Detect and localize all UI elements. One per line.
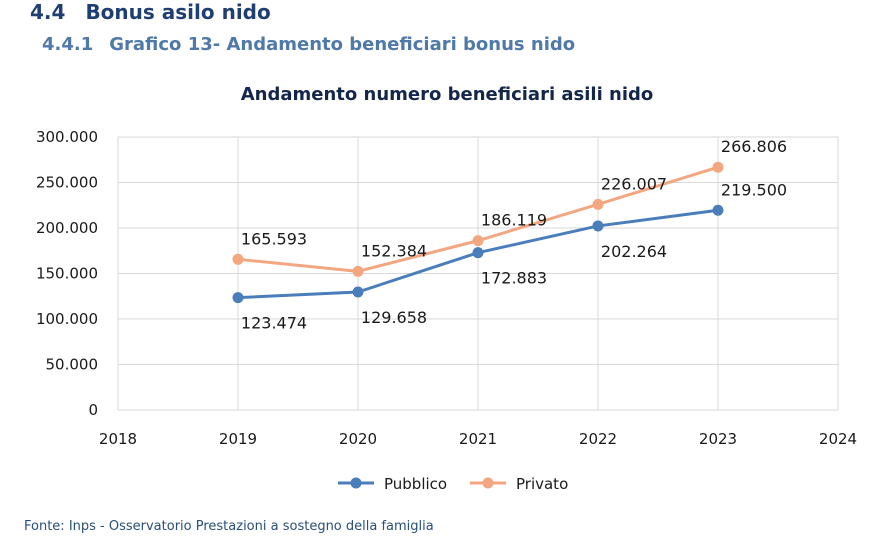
data-label: 129.658	[361, 308, 427, 327]
data-point-privato	[712, 161, 724, 173]
legend-label-pubblico: Pubblico	[384, 475, 447, 493]
data-label: 226.007	[601, 174, 667, 193]
data-label: 202.264	[601, 242, 667, 261]
x-tick-label: 2022	[579, 430, 617, 448]
data-labels: 165.593 152.384 186.119 226.007 266.806 123.4…	[241, 137, 787, 332]
y-tick-label: 100.000	[36, 310, 98, 328]
y-tick-label: 300.000	[36, 128, 98, 146]
chart-legend: Pubblico Privato	[338, 475, 568, 493]
y-tick-label: 0	[88, 401, 98, 419]
data-point-privato	[592, 198, 604, 210]
y-tick-label: 50.000	[46, 356, 99, 374]
data-point-pubblico	[352, 286, 364, 298]
x-axis-ticks: 2018 2019 2020 2021 2022 2023 2024	[99, 430, 857, 448]
section-heading: 4.4 Bonus asilo nido	[30, 0, 271, 24]
x-tick-label: 2024	[819, 430, 857, 448]
data-label: 152.384	[361, 241, 427, 260]
x-tick-label: 2023	[699, 430, 737, 448]
y-axis-ticks: 0 50.000 100.000 150.000 200.000 250.000 300.0…	[36, 128, 98, 419]
subsection-number: 4.4.1	[42, 34, 94, 55]
x-tick-label: 2021	[459, 430, 497, 448]
chart-grid	[117, 136, 839, 411]
chart-title: Andamento numero beneficiari asili nido	[240, 84, 654, 105]
legend-marker-privato	[482, 477, 494, 489]
data-point-privato	[232, 253, 244, 265]
data-point-privato	[352, 265, 364, 277]
data-label: 123.474	[241, 314, 307, 333]
data-point-pubblico	[592, 220, 604, 232]
data-label: 266.806	[721, 137, 787, 156]
x-tick-label: 2018	[99, 430, 137, 448]
section-title: Bonus asilo nido	[85, 0, 271, 24]
subsection-title: Grafico 13- Andamento beneficiari bonus …	[109, 34, 576, 55]
data-point-pubblico	[472, 247, 484, 259]
legend-label-privato: Privato	[516, 475, 568, 493]
y-tick-label: 200.000	[36, 219, 98, 237]
data-label: 186.119	[481, 211, 547, 230]
data-point-pubblico	[232, 292, 244, 304]
data-point-privato	[472, 235, 484, 247]
x-tick-label: 2020	[339, 430, 377, 448]
data-label: 172.883	[481, 269, 547, 288]
y-tick-label: 150.000	[36, 265, 98, 283]
data-label: 165.593	[241, 229, 307, 248]
legend-marker-pubblico	[350, 477, 362, 489]
subsection-heading: 4.4.1 Grafico 13- Andamento beneficiari b…	[42, 34, 575, 55]
source-note: Fonte: Inps - Osservatorio Prestazioni a…	[24, 519, 434, 534]
section-number: 4.4	[30, 0, 66, 24]
x-tick-label: 2019	[219, 430, 257, 448]
y-tick-label: 250.000	[36, 174, 98, 192]
chart-series	[232, 161, 724, 304]
data-label: 219.500	[721, 180, 787, 199]
data-point-pubblico	[712, 204, 724, 216]
